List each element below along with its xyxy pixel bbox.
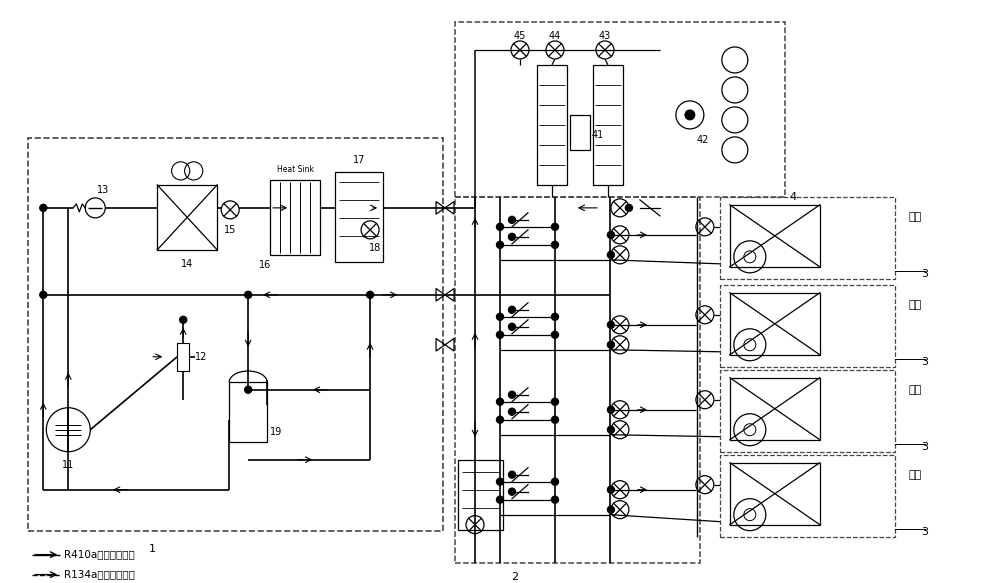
Circle shape — [551, 241, 558, 248]
Text: 3: 3 — [921, 526, 928, 537]
Circle shape — [508, 471, 515, 478]
Circle shape — [607, 321, 614, 328]
Bar — [537, 65, 567, 185]
Bar — [730, 463, 820, 525]
Circle shape — [551, 478, 558, 485]
Text: 3: 3 — [921, 442, 928, 452]
Bar — [177, 343, 189, 371]
Circle shape — [607, 486, 614, 493]
Bar — [335, 172, 383, 262]
Circle shape — [551, 398, 558, 405]
Circle shape — [497, 313, 503, 320]
Text: 15: 15 — [224, 225, 236, 235]
Circle shape — [625, 205, 632, 212]
Circle shape — [40, 205, 47, 212]
Bar — [229, 382, 267, 442]
Text: 1: 1 — [149, 543, 156, 554]
Circle shape — [508, 216, 515, 223]
Text: R410a冷媒流动方向: R410a冷媒流动方向 — [64, 550, 135, 560]
Circle shape — [607, 231, 614, 238]
Text: 2: 2 — [511, 571, 519, 582]
Circle shape — [685, 110, 695, 120]
Circle shape — [245, 292, 252, 298]
Text: 42: 42 — [697, 135, 709, 145]
Circle shape — [551, 223, 558, 230]
Circle shape — [607, 341, 614, 348]
Text: 制冷: 制冷 — [908, 385, 921, 395]
Circle shape — [497, 416, 503, 423]
Bar — [720, 370, 895, 452]
Text: 44: 44 — [549, 31, 561, 41]
Text: 4: 4 — [789, 192, 796, 202]
Bar — [458, 460, 503, 529]
Text: 3: 3 — [921, 269, 928, 279]
Bar — [730, 205, 820, 267]
Text: Heat Sink: Heat Sink — [277, 166, 314, 174]
Text: 17: 17 — [353, 155, 365, 165]
Bar — [593, 65, 623, 185]
Circle shape — [607, 506, 614, 513]
Text: 19: 19 — [270, 427, 282, 437]
Circle shape — [497, 241, 503, 248]
Circle shape — [508, 233, 515, 240]
Circle shape — [508, 306, 515, 313]
Circle shape — [551, 496, 558, 503]
Circle shape — [508, 488, 515, 495]
Circle shape — [40, 292, 47, 298]
Text: 45: 45 — [514, 31, 526, 41]
Text: 12: 12 — [195, 352, 207, 362]
Text: 制热: 制热 — [908, 300, 921, 310]
Circle shape — [551, 416, 558, 423]
Bar — [270, 180, 320, 255]
Circle shape — [607, 426, 614, 433]
Text: 14: 14 — [181, 259, 193, 269]
Circle shape — [367, 292, 374, 298]
Text: 13: 13 — [97, 185, 109, 195]
Circle shape — [497, 496, 503, 503]
Circle shape — [508, 408, 515, 415]
Bar — [455, 22, 785, 197]
Circle shape — [180, 317, 187, 324]
Text: R134a冷媒流动方向: R134a冷媒流动方向 — [64, 570, 135, 580]
Circle shape — [551, 313, 558, 320]
Bar — [720, 197, 895, 279]
Text: 3: 3 — [921, 357, 928, 367]
Circle shape — [607, 406, 614, 413]
Circle shape — [497, 478, 503, 485]
Text: 11: 11 — [62, 460, 74, 470]
Text: 制冷: 制冷 — [908, 470, 921, 480]
Text: 18: 18 — [369, 243, 381, 253]
Bar — [157, 185, 217, 250]
Circle shape — [607, 251, 614, 258]
Bar — [455, 197, 700, 563]
Bar — [730, 378, 820, 440]
Circle shape — [245, 387, 252, 394]
Circle shape — [497, 223, 503, 230]
Text: 41: 41 — [592, 130, 604, 140]
Circle shape — [497, 398, 503, 405]
Text: 43: 43 — [599, 31, 611, 41]
Bar — [720, 455, 895, 536]
Circle shape — [508, 324, 515, 331]
Bar — [720, 285, 895, 367]
Bar — [570, 115, 590, 150]
Text: 关机: 关机 — [908, 212, 921, 222]
Bar — [730, 293, 820, 355]
Circle shape — [551, 331, 558, 338]
Circle shape — [508, 391, 515, 398]
Circle shape — [497, 331, 503, 338]
Bar — [28, 138, 443, 531]
Text: 16: 16 — [259, 260, 271, 270]
